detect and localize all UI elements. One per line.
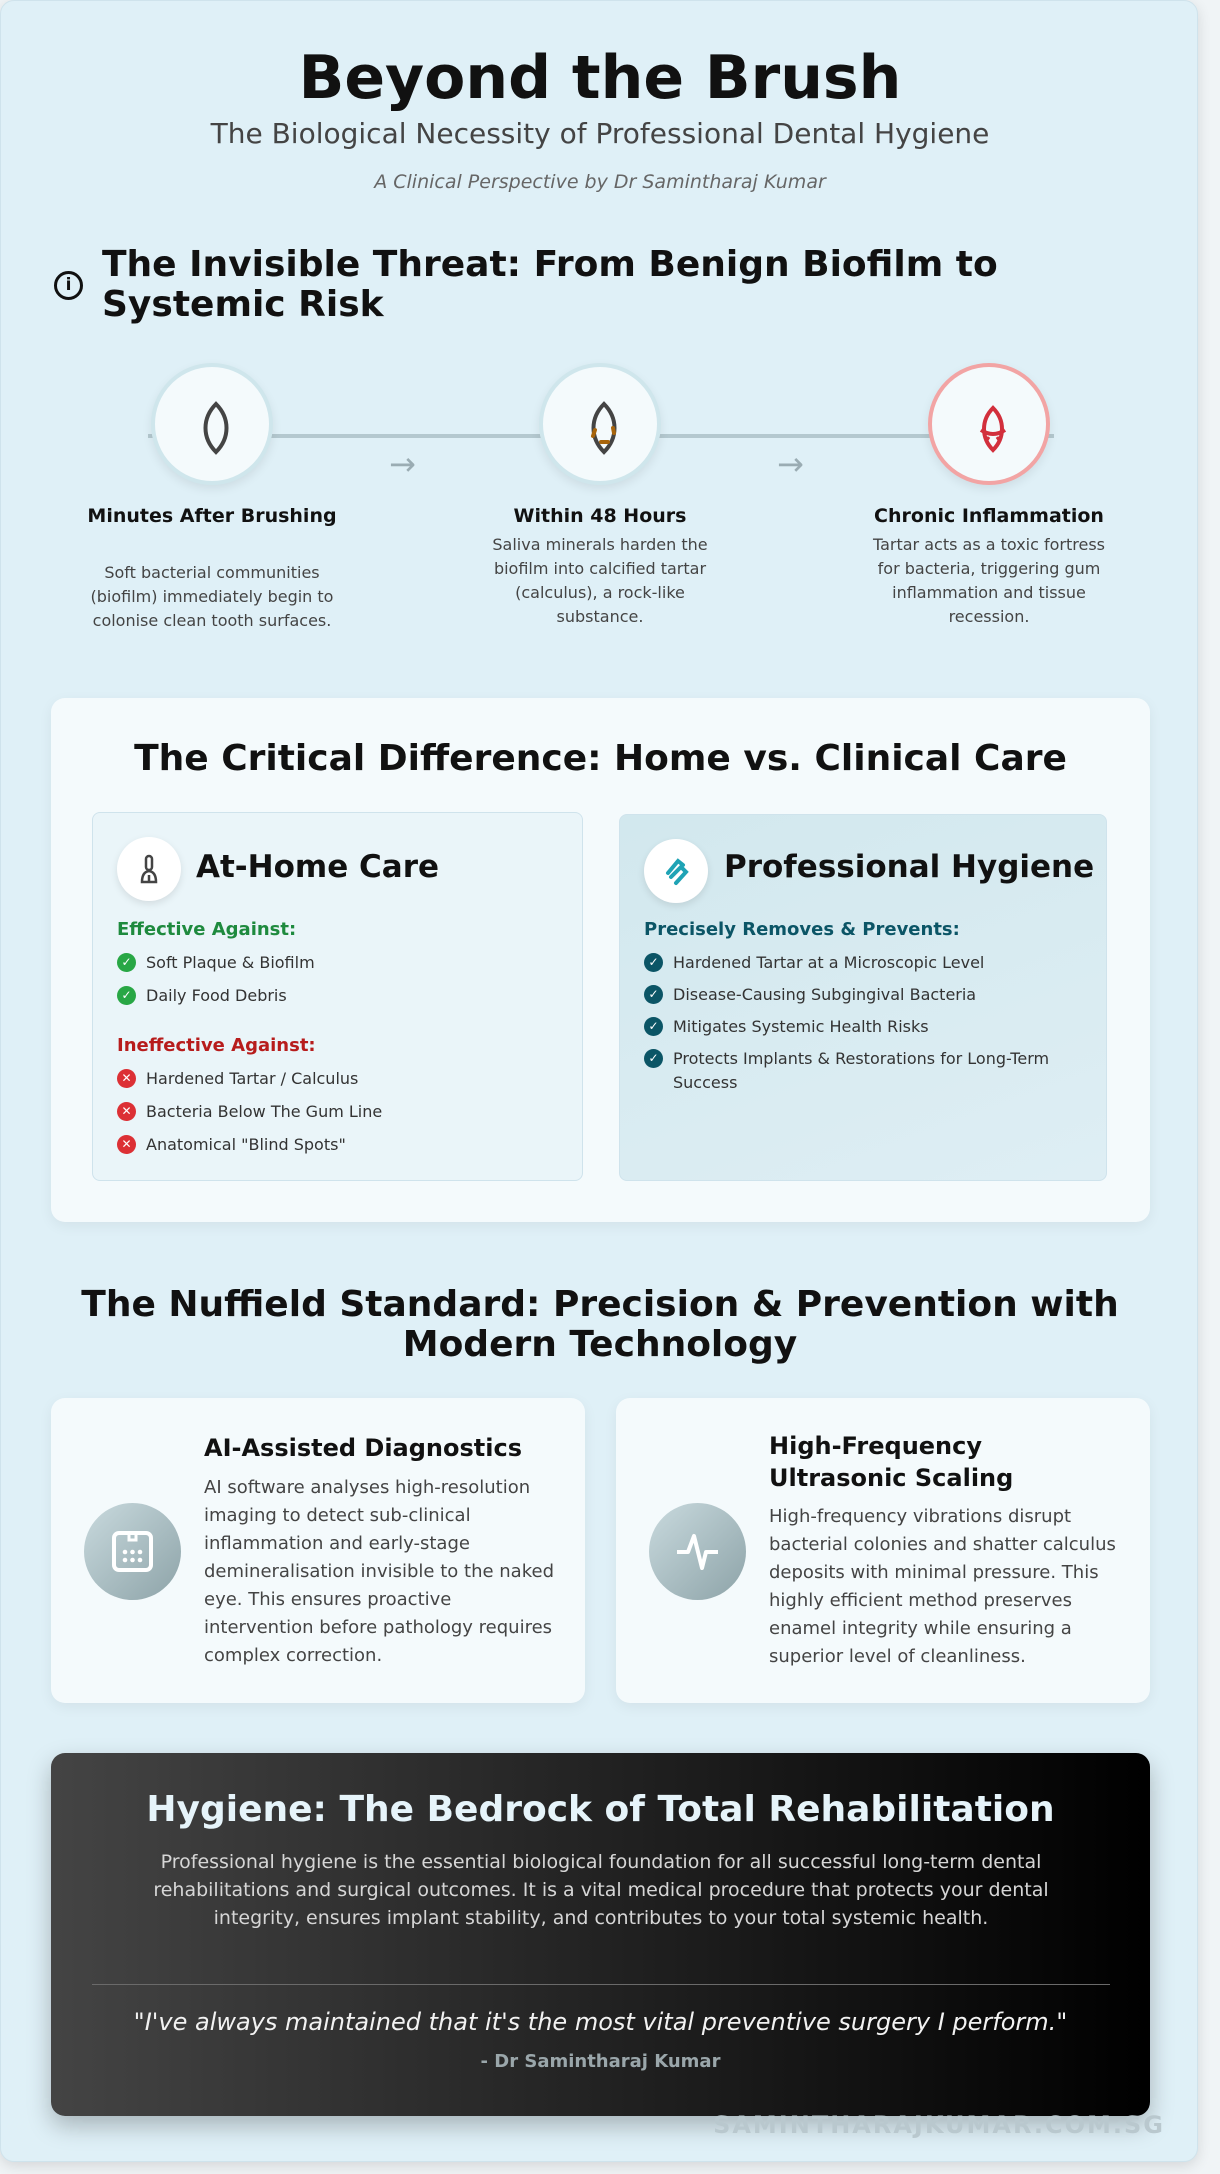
x-icon: ✕ [117,1102,136,1121]
ineffective-list: ✕ Hardened Tartar / Calculus ✕ Bacteria Be… [117,1067,557,1157]
effective-list: ✓ Soft Plaque & Biofilm ✓ Daily Food Debri… [117,951,557,1008]
ai-scan-icon [84,1503,181,1600]
toothbrush-icon [117,837,181,901]
step-title: Chronic Inflammation [874,505,1104,527]
tech-title: AI-Assisted Diagnostics [204,1434,522,1462]
watermark: SAMINTHARAJKUMAR.COM.SG [713,2111,1165,2139]
tech-body: High-frequency vibrations disrupt bacter… [769,1506,1116,1667]
nuffield-heading: The Nuffield Standard: Precision & Preve… [81,1284,1119,1365]
prevents-list: ✓ Hardened Tartar at a Microscopic Level … [644,951,1084,1095]
infographic: Beyond the Brush The Biological Necessit… [0,0,1198,2162]
step-desc: Saliva minerals harden the biofilm into … [492,535,708,626]
threat-heading: The Invisible Threat: From Benign Biofil… [102,244,998,325]
tartar-tooth-icon [539,363,661,485]
list-item: ✕ Hardened Tartar / Calculus [117,1067,557,1091]
tech-card: High-Frequency Ultrasonic Scaling High-f… [616,1398,1150,1703]
list-item: ✕ Bacteria Below The Gum Line [117,1100,557,1124]
check-icon: ✓ [644,1049,663,1068]
pulse-wave-icon [649,1503,746,1600]
dental-tool-icon [644,839,708,903]
clean-tooth-icon [151,363,273,485]
list-item: ✓ Disease-Causing Subgingival Bacteria [644,983,1084,1007]
item-text: Soft Plaque & Biofilm [146,953,315,972]
tech-card: AI-Assisted Diagnostics AI software anal… [51,1398,585,1703]
arrow-icon: → [389,445,416,483]
step-title: Minutes After Brushing [87,505,337,527]
step-desc: Tartar acts as a toxic fortress for bact… [872,535,1106,626]
item-text: Anatomical "Blind Spots" [146,1135,346,1154]
list-item: ✕ Anatomical "Blind Spots" [117,1133,557,1157]
byline: A Clinical Perspective by Dr Samintharaj… [374,171,826,193]
step-title: Within 48 Hours [513,505,687,527]
x-icon: ✕ [117,1135,136,1154]
closing-card: Hygiene: The Bedrock of Total Rehabilita… [51,1753,1150,2116]
item-text: Bacteria Below The Gum Line [146,1102,383,1121]
check-icon: ✓ [644,985,663,1004]
list-item: ✓ Hardened Tartar at a Microscopic Level [644,951,1084,975]
effective-label: Effective Against: [117,919,297,940]
list-item: ✓ Daily Food Debris [117,984,557,1008]
quote: "I've always maintained that it's the mo… [133,2008,1068,2036]
list-item: ✓ Mitigates Systemic Health Risks [644,1015,1084,1039]
check-icon: ✓ [117,953,136,972]
list-item: ✓ Protects Implants & Restorations for Lo… [644,1047,1084,1095]
tech-body: AI software analyses high-resolution ima… [204,1477,554,1666]
inflamed-tooth-icon [928,363,1050,485]
comparison-card: The Critical Difference: Home vs. Clinic… [51,698,1150,1222]
check-icon: ✓ [644,1017,663,1036]
item-text: Disease-Causing Subgingival Bacteria [673,985,977,1004]
ineffective-label: Ineffective Against: [117,1035,316,1056]
step-desc: Soft bacterial communities (biofilm) imm… [90,563,334,630]
page-title: Beyond the Brush [298,43,902,113]
page-subtitle: The Biological Necessity of Professional… [210,117,990,150]
x-icon: ✕ [117,1069,136,1088]
item-text: Hardened Tartar / Calculus [146,1069,359,1088]
arrow-icon: → [777,445,804,483]
quote-author: - Dr Samintharaj Kumar [480,2051,721,2072]
professional-title: Professional Hygiene [724,849,1095,885]
closing-body: Professional hygiene is the essential bi… [153,1851,1049,1929]
prevents-label: Precisely Removes & Prevents: [644,919,960,940]
home-care-panel: At-Home Care Effective Against: ✓ Soft Pl… [92,812,583,1181]
item-text: Mitigates Systemic Health Risks [673,1017,929,1036]
home-care-title: At-Home Care [196,849,440,885]
closing-title: Hygiene: The Bedrock of Total Rehabilita… [146,1789,1055,1830]
check-icon: ✓ [644,953,663,972]
tech-title: High-Frequency Ultrasonic Scaling [769,1432,1014,1492]
list-item: ✓ Soft Plaque & Biofilm [117,951,557,975]
item-text: Protects Implants & Restorations for Lon… [673,1049,1050,1092]
item-text: Hardened Tartar at a Microscopic Level [673,953,985,972]
item-text: Daily Food Debris [146,986,287,1005]
divider [92,1984,1110,1985]
info-icon: i [54,271,83,300]
check-icon: ✓ [117,986,136,1005]
comparison-heading: The Critical Difference: Home vs. Clinic… [134,738,1067,779]
professional-hygiene-panel: Professional Hygiene Precisely Removes &… [619,814,1107,1181]
